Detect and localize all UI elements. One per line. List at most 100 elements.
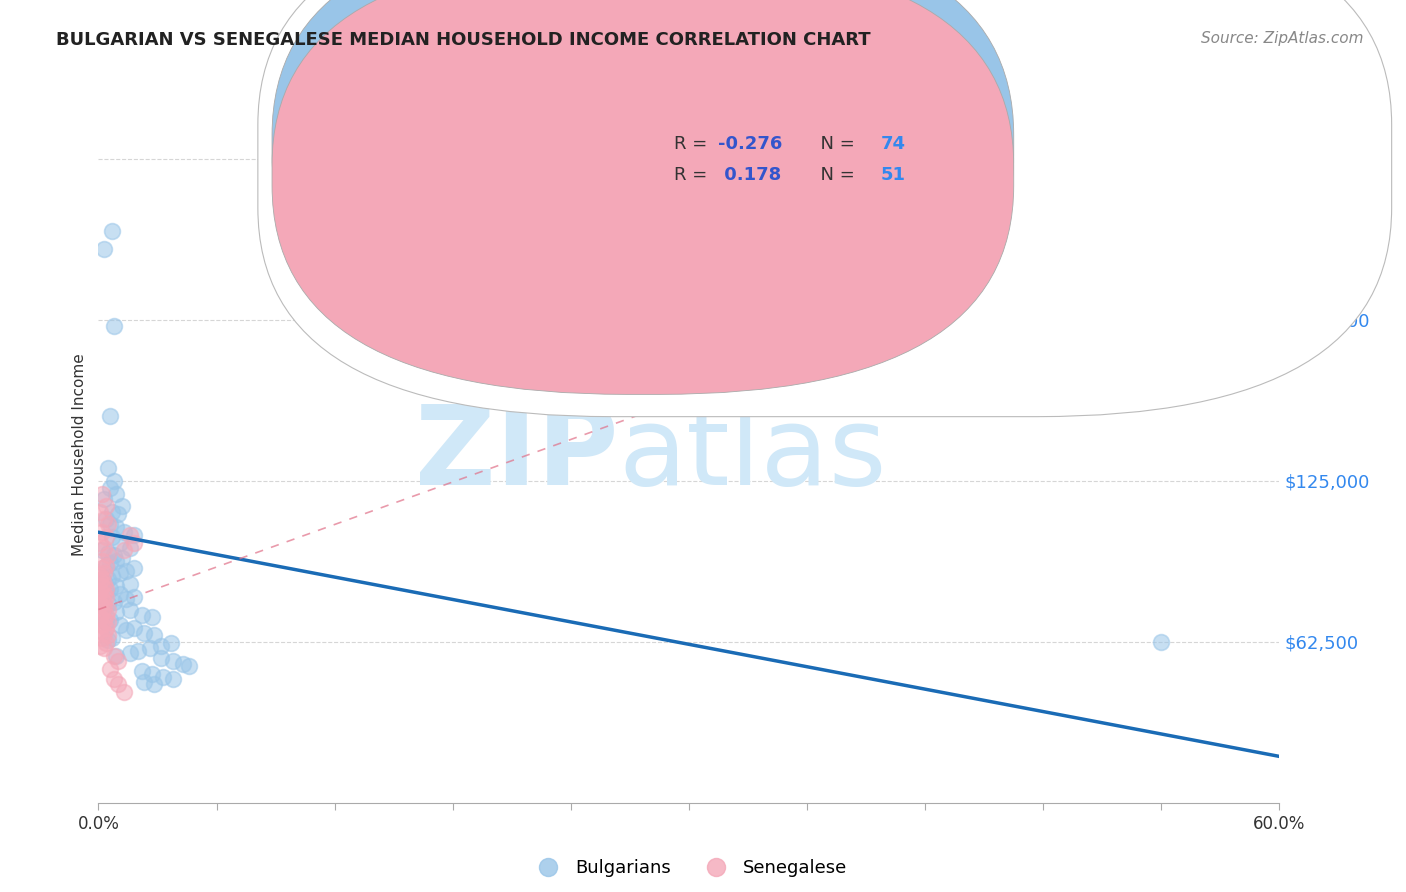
Point xyxy=(132,625,155,640)
Point xyxy=(96,636,118,650)
Point xyxy=(103,595,125,609)
Point xyxy=(91,631,114,645)
Point xyxy=(105,605,128,619)
Point xyxy=(112,543,135,558)
Point xyxy=(91,543,114,558)
Point xyxy=(105,520,128,534)
Point xyxy=(93,566,115,581)
Text: atlas: atlas xyxy=(619,401,887,508)
FancyBboxPatch shape xyxy=(271,0,1014,365)
Point xyxy=(122,528,145,542)
Point xyxy=(97,546,120,560)
Point xyxy=(115,564,138,578)
Point xyxy=(142,677,165,691)
Point xyxy=(115,623,138,637)
Point xyxy=(112,525,135,540)
Point xyxy=(103,648,125,663)
Point xyxy=(118,528,141,542)
Point xyxy=(97,572,120,586)
Point xyxy=(93,595,115,609)
Point xyxy=(118,602,141,616)
Point xyxy=(105,579,128,593)
Text: Source: ZipAtlas.com: Source: ZipAtlas.com xyxy=(1201,31,1364,46)
Point xyxy=(105,553,128,567)
Point xyxy=(93,576,115,591)
Point xyxy=(89,610,111,624)
Point xyxy=(89,623,111,637)
Point xyxy=(1150,634,1173,648)
Point xyxy=(93,242,115,256)
Point xyxy=(96,615,118,630)
Point xyxy=(111,500,134,514)
Point xyxy=(93,491,115,506)
Point xyxy=(96,607,118,622)
Text: N =: N = xyxy=(810,166,860,184)
Point xyxy=(122,561,145,575)
Point xyxy=(98,662,121,676)
Point xyxy=(91,553,114,567)
Point xyxy=(108,618,131,632)
Point xyxy=(98,409,121,424)
Y-axis label: Median Household Income: Median Household Income xyxy=(72,353,87,557)
Point xyxy=(103,319,125,334)
Point xyxy=(101,631,124,645)
Point xyxy=(93,625,115,640)
Point xyxy=(122,621,145,635)
Point xyxy=(131,607,153,622)
Point xyxy=(89,535,111,549)
Point xyxy=(93,599,115,614)
Point xyxy=(105,486,128,500)
Text: -0.276: -0.276 xyxy=(718,135,783,153)
Point xyxy=(162,672,184,686)
Point xyxy=(96,558,118,573)
Point xyxy=(89,569,111,583)
Text: R =: R = xyxy=(673,166,713,184)
Point xyxy=(96,530,118,544)
FancyBboxPatch shape xyxy=(271,0,1014,394)
Point xyxy=(118,646,141,660)
Point xyxy=(115,592,138,607)
Point xyxy=(97,633,120,648)
Text: 74: 74 xyxy=(880,135,905,153)
Point xyxy=(118,576,141,591)
Point xyxy=(91,486,114,500)
Point xyxy=(98,482,121,496)
Point xyxy=(96,621,118,635)
Text: 0.178: 0.178 xyxy=(718,166,782,184)
Text: N =: N = xyxy=(810,135,860,153)
Point xyxy=(112,685,135,699)
Point xyxy=(103,672,125,686)
Text: 51: 51 xyxy=(880,166,905,184)
Point xyxy=(93,512,115,526)
Point xyxy=(91,605,114,619)
Point xyxy=(89,505,111,519)
Point xyxy=(122,535,145,549)
Point xyxy=(91,579,114,593)
Point xyxy=(107,654,129,668)
Point xyxy=(101,569,124,583)
Point xyxy=(97,517,120,532)
Point xyxy=(107,677,129,691)
Point xyxy=(152,669,174,683)
Point xyxy=(127,644,149,658)
Point xyxy=(98,517,121,532)
Point xyxy=(150,651,173,665)
Point xyxy=(97,615,120,630)
Point xyxy=(101,530,124,544)
Point xyxy=(105,648,128,663)
Point xyxy=(91,572,114,586)
Point xyxy=(96,590,118,604)
Point xyxy=(89,639,111,653)
Point xyxy=(96,512,118,526)
Point xyxy=(138,641,160,656)
Point xyxy=(177,659,200,673)
Point xyxy=(162,654,184,668)
Point xyxy=(97,598,120,612)
Point xyxy=(93,641,115,656)
Point xyxy=(89,584,111,599)
Point xyxy=(91,525,114,540)
Point xyxy=(93,541,115,555)
Text: R =: R = xyxy=(673,135,713,153)
Point xyxy=(160,636,183,650)
Point xyxy=(141,610,163,624)
